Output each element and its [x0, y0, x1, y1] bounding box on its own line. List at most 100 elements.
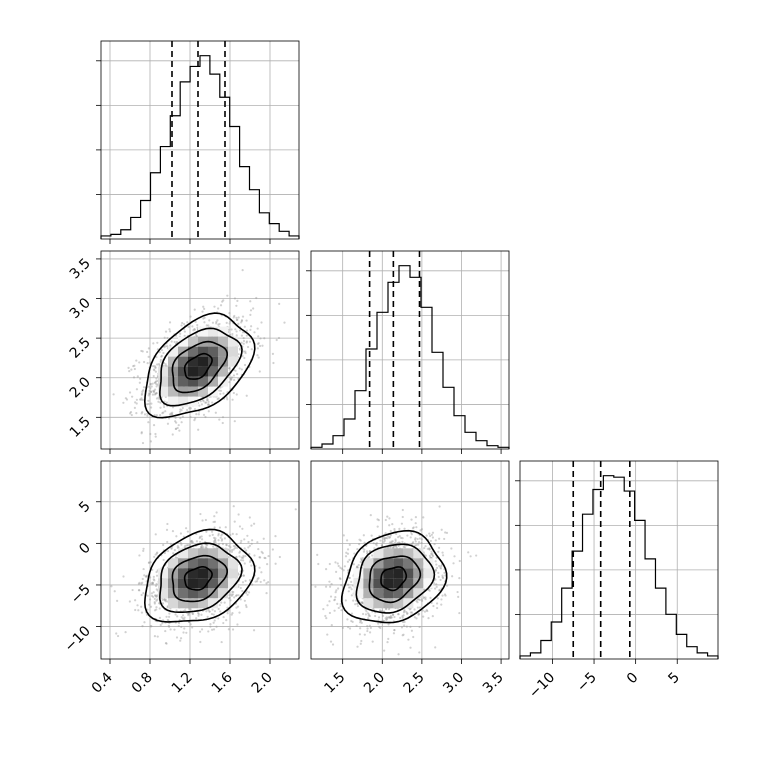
scatter-point: [170, 340, 173, 343]
scatter-point: [430, 550, 433, 553]
scatter-point: [152, 390, 156, 394]
scatter-point: [154, 381, 157, 384]
scatter-point: [149, 406, 153, 409]
scatter-point: [230, 613, 233, 616]
scatter-point: [440, 598, 443, 601]
scatter-point: [207, 608, 210, 611]
scatter-point: [171, 530, 175, 533]
scatter-point: [387, 623, 390, 626]
panel-content: [101, 251, 299, 449]
scatter-point: [215, 511, 218, 514]
scatter-point: [339, 577, 342, 581]
scatter-point: [238, 329, 242, 332]
scatter-point: [187, 612, 190, 615]
scatter-point: [247, 591, 251, 594]
scatter-point: [240, 319, 243, 323]
scatter-point: [259, 337, 262, 340]
scatter-point: [171, 411, 174, 414]
scatter-point: [150, 385, 153, 388]
scatter-point: [189, 623, 192, 626]
scatter-point: [178, 410, 182, 413]
scatter-point: [271, 548, 274, 551]
scatter-point: [433, 543, 436, 546]
scatter-point: [450, 547, 453, 550]
scatter-point: [166, 345, 169, 348]
scatter-point: [140, 412, 143, 415]
y-tick-label: 3.5: [67, 255, 94, 282]
scatter-point: [221, 538, 224, 541]
scatter-point: [467, 551, 470, 554]
density-block: [198, 386, 208, 397]
scatter-point: [218, 418, 221, 421]
scatter-point: [435, 566, 439, 569]
scatter-point: [147, 347, 151, 350]
scatter-point: [420, 541, 423, 545]
panel-frame: [310, 250, 510, 450]
scatter-point: [346, 569, 350, 572]
scatter-point: [414, 522, 417, 525]
scatter-point: [156, 379, 159, 383]
scatter-point: [175, 427, 178, 430]
x-tick-label: 1.2: [169, 670, 196, 697]
scatter-point: [133, 367, 136, 371]
scatter-point: [393, 628, 396, 632]
scatter-point: [411, 527, 415, 530]
scatter-point: [441, 577, 445, 580]
scatter-point: [386, 515, 389, 518]
scatter-point: [140, 582, 143, 585]
scatter-point: [456, 590, 459, 594]
scatter-point: [217, 323, 220, 326]
scatter-point: [224, 526, 227, 529]
scatter-point: [198, 540, 202, 544]
scatter-point: [168, 321, 172, 324]
scatter-point: [191, 612, 194, 615]
scatter-point: [200, 544, 204, 547]
scatter-point: [211, 608, 214, 611]
density-block: [413, 558, 424, 569]
scatter-point: [252, 522, 256, 525]
scatter-point: [355, 624, 358, 627]
scatter-point: [159, 623, 162, 627]
scatter-point: [229, 320, 232, 323]
scatter-point: [155, 574, 159, 577]
scatter-point: [354, 603, 357, 606]
x-tick-label: 2.0: [249, 670, 276, 697]
scatter-point: [159, 358, 162, 362]
scatter-point: [408, 608, 411, 611]
scatter-point: [260, 550, 263, 553]
scatter-point: [438, 564, 441, 568]
scatter-point: [443, 593, 447, 596]
scatter-point: [166, 600, 169, 603]
scatter-point: [181, 415, 184, 418]
scatter-point: [163, 400, 166, 403]
scatter-point: [142, 386, 146, 389]
scatter-point: [147, 355, 150, 358]
scatter-point: [386, 641, 389, 644]
scatter-point: [242, 574, 245, 577]
scatter-point: [418, 598, 422, 602]
scatter-point: [200, 403, 204, 406]
scatter-point: [181, 321, 184, 325]
scatter-point: [444, 531, 447, 534]
scatter-point: [358, 633, 361, 636]
scatter-point: [135, 388, 139, 391]
scatter-point: [425, 534, 428, 537]
scatter-point: [180, 409, 183, 412]
scatter-point: [236, 605, 240, 608]
scatter-point: [132, 365, 135, 368]
scatter-point: [308, 613, 310, 615]
scatter-point: [263, 579, 266, 582]
scatter-point: [346, 618, 349, 621]
density-block: [208, 326, 218, 337]
histogram-step-line: [100, 55, 300, 239]
density-block: [373, 558, 384, 569]
scatter-point: [245, 334, 248, 337]
scatter-point: [370, 534, 373, 537]
scatter-point: [232, 316, 235, 319]
scatter-point: [230, 378, 233, 381]
scatter-point: [342, 534, 345, 537]
scatter-point: [328, 562, 331, 566]
scatter-point: [232, 391, 235, 395]
density-block: [353, 588, 364, 599]
scatter-point: [267, 581, 270, 584]
